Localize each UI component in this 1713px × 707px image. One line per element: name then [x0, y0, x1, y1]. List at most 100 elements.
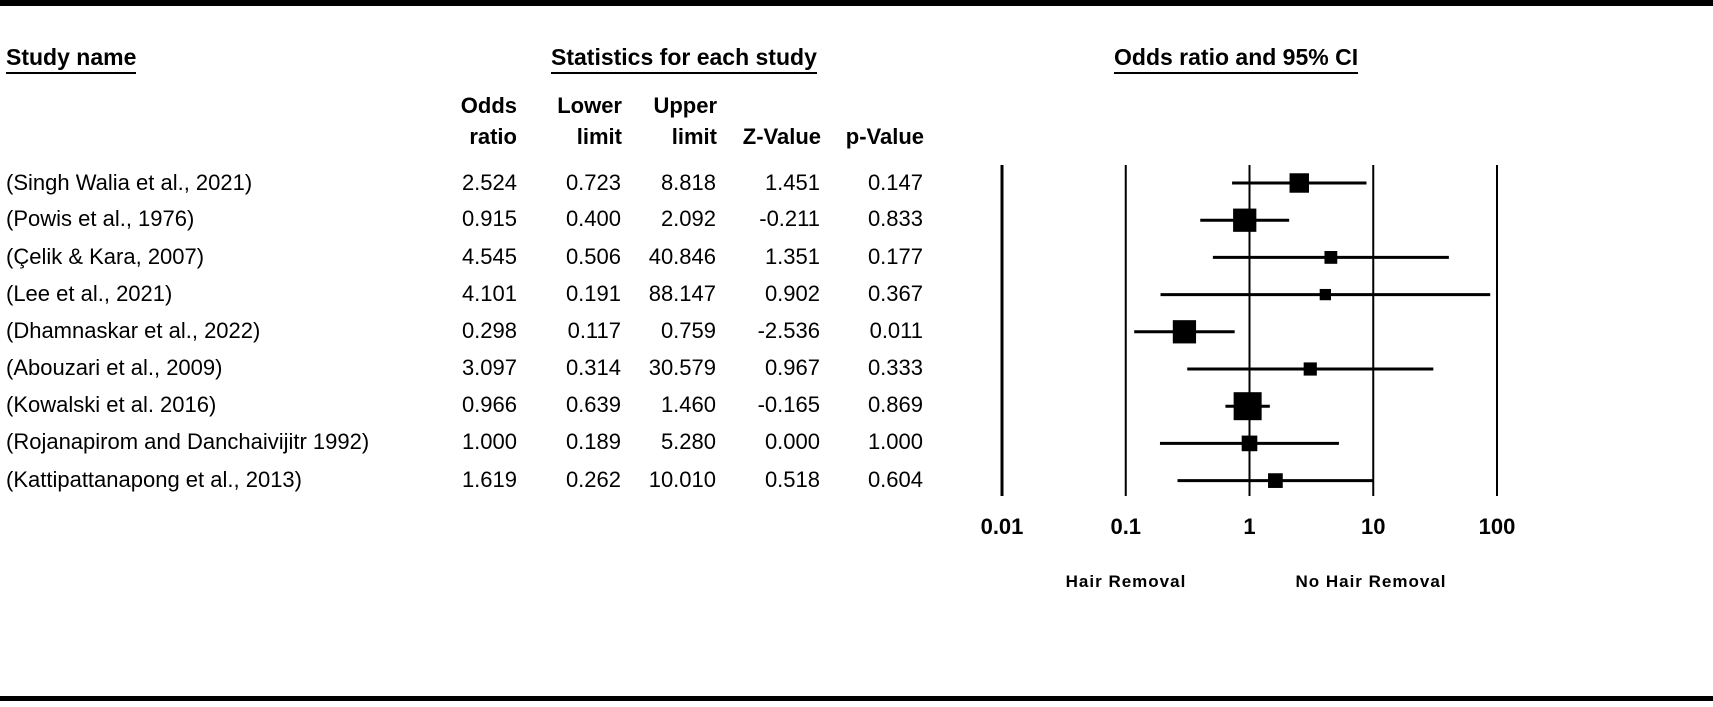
z-value: -2.536: [757, 318, 820, 343]
col-upper-limit-line2: limit: [671, 124, 717, 149]
odds-ratio-value: 0.966: [461, 392, 517, 417]
col-z-value-text: Z-Value: [742, 124, 821, 149]
study-name: (Kattipattanapong et al., 2013): [6, 467, 302, 492]
upper-limit-value: 40.846: [648, 244, 716, 269]
lower-limit-value: 0.117: [567, 318, 621, 343]
lower-limit-value: 0.639: [565, 392, 621, 417]
lower-limit-value: 0.189: [565, 429, 621, 454]
z-value: 0.902: [764, 281, 820, 306]
table-row: (Çelik & Kara, 2007) 4.545 0.506 40.846 …: [0, 238, 1000, 276]
p-value: 0.869: [867, 392, 923, 417]
statistics-header: Statistics for each study: [551, 44, 817, 74]
upper-limit-value: 88.147: [648, 281, 716, 306]
p-value: 0.367: [867, 281, 923, 306]
x-tick-label: 100: [1479, 514, 1516, 539]
point-estimate: [1324, 251, 1338, 264]
x-tick-label: 0.01: [981, 514, 1024, 539]
z-value: -0.211: [759, 206, 820, 231]
lower-limit-value: 0.191: [565, 281, 621, 306]
odds-ratio-value: 1.619: [461, 467, 517, 492]
p-value: 1.000: [867, 429, 923, 454]
forest-tick-labels: 0.01 0.1 1 10 100: [981, 514, 1516, 539]
upper-limit-value: 30.579: [648, 355, 716, 380]
study-name: (Lee et al., 2021): [6, 281, 173, 306]
col-lower-limit: Lower limit: [557, 90, 622, 152]
col-odds-ratio-line2: ratio: [469, 124, 517, 149]
p-value: 0.604: [867, 467, 923, 492]
p-value: 0.011: [869, 318, 923, 343]
p-value: 0.833: [867, 206, 923, 231]
odds-ratio-value: 3.097: [461, 355, 517, 380]
forest-marks: [1134, 173, 1491, 488]
col-p-value-text: p-Value: [845, 124, 924, 149]
table-row: (Powis et al., 1976) 0.915 0.400 2.092 -…: [0, 200, 1000, 238]
study-name: (Powis et al., 1976): [6, 206, 195, 231]
lower-limit-value: 0.506: [565, 244, 621, 269]
point-estimate: [1233, 392, 1262, 421]
lower-limit-value: 0.400: [565, 206, 621, 231]
table-row: (Lee et al., 2021) 4.101 0.191 88.147 0.…: [0, 275, 1000, 313]
x-tick-label: 0.1: [1110, 514, 1141, 539]
point-estimate: [1319, 288, 1331, 301]
bottom-rule: [0, 696, 1713, 701]
lower-limit-value: 0.262: [565, 467, 621, 492]
study-name: (Dhamnaskar et al., 2022): [6, 318, 261, 343]
study-name: (Çelik & Kara, 2007): [6, 244, 205, 269]
point-estimate: [1172, 320, 1197, 344]
odds-ratio-value: 2.524: [461, 170, 517, 195]
upper-limit-value: 2.092: [660, 206, 716, 231]
odds-ratio-value: 4.545: [461, 244, 517, 269]
table-row: (Kowalski et al. 2016) 0.966 0.639 1.460…: [0, 386, 1000, 424]
p-value: 0.333: [867, 355, 923, 380]
table-row: (Kattipattanapong et al., 2013) 1.619 0.…: [0, 461, 1000, 499]
table-row: (Dhamnaskar et al., 2022) 0.298 0.117 0.…: [0, 312, 1000, 350]
col-upper-limit-line1: Upper: [653, 93, 717, 118]
col-odds-ratio: Odds ratio: [461, 90, 517, 152]
p-value: 0.177: [867, 244, 923, 269]
study-name-header-text: Study name: [6, 44, 137, 74]
col-lower-limit-line2: limit: [576, 124, 622, 149]
upper-limit-value: 10.010: [648, 467, 716, 492]
point-estimate: [1241, 435, 1258, 452]
point-estimate: [1303, 362, 1317, 376]
plot-header-text: Odds ratio and 95% CI: [1114, 44, 1359, 74]
lower-limit-value: 0.723: [565, 170, 621, 195]
odds-ratio-value: 1.000: [461, 429, 517, 454]
study-name: (Rojanapirom and Danchaivijitr 1992): [6, 429, 370, 454]
point-estimate: [1233, 208, 1257, 232]
col-odds-ratio-line1: Odds: [460, 93, 517, 118]
z-value: 0.967: [764, 355, 820, 380]
upper-limit-value: 0.759: [660, 318, 716, 343]
z-value: 1.451: [764, 170, 820, 195]
upper-limit-value: 8.818: [660, 170, 716, 195]
point-estimate: [1268, 473, 1283, 488]
p-value: 0.147: [867, 170, 923, 195]
col-z-value: Z-Value: [743, 121, 821, 152]
upper-limit-value: 1.460: [660, 392, 716, 417]
study-name: (Singh Walia et al., 2021): [6, 170, 253, 195]
col-lower-limit-line1: Lower: [557, 93, 622, 118]
top-rule: [0, 0, 1713, 6]
col-upper-limit: Upper limit: [653, 90, 717, 152]
x-tick-label: 10: [1361, 514, 1385, 539]
z-value: 1.351: [764, 244, 820, 269]
odds-ratio-value: 0.915: [461, 206, 517, 231]
x-tick-label: 1: [1243, 514, 1255, 539]
col-p-value: p-Value: [846, 121, 924, 152]
z-value: 0.000: [764, 429, 820, 454]
z-value: -0.165: [757, 392, 820, 417]
table-row: (Abouzari et al., 2009) 3.097 0.314 30.5…: [0, 349, 1000, 387]
odds-ratio-value: 4.101: [461, 281, 517, 306]
point-estimate: [1289, 173, 1309, 193]
plot-header: Odds ratio and 95% CI: [1114, 44, 1359, 74]
favours-right-label: No Hair Removal: [1295, 572, 1446, 591]
z-value: 0.518: [764, 467, 820, 492]
table-row: (Singh Walia et al., 2021) 2.524 0.723 8…: [0, 164, 1000, 202]
study-name: (Abouzari et al., 2009): [6, 355, 223, 380]
statistics-header-text: Statistics for each study: [551, 44, 817, 74]
study-name-header: Study name: [6, 44, 137, 74]
study-name: (Kowalski et al. 2016): [6, 392, 217, 417]
favours-left-label: Hair Removal: [1066, 572, 1187, 591]
lower-limit-value: 0.314: [565, 355, 621, 380]
